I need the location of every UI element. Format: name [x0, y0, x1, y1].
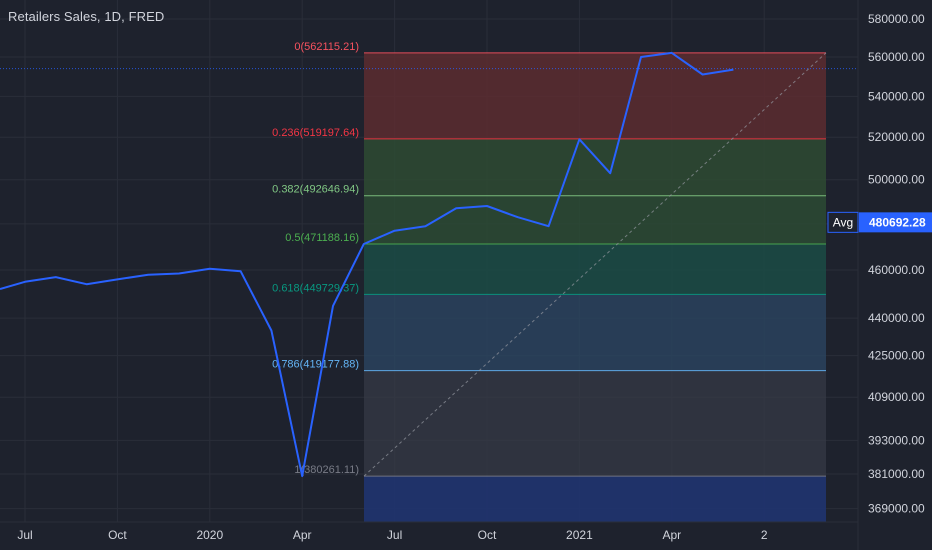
y-tick-label: 381000.00	[868, 467, 925, 481]
avg-value: 480692.28	[869, 215, 926, 229]
y-tick-label: 540000.00	[868, 89, 925, 103]
fib-zone	[364, 138, 826, 196]
y-tick-label: 560000.00	[868, 50, 925, 64]
y-axis[interactable]: 369000.00 381000.00 393000.00 409000.00 4250…	[827, 0, 932, 550]
y-tick-label: 369000.00	[868, 502, 925, 516]
x-tick-label: 2021	[566, 528, 593, 542]
x-tick-label: Apr	[293, 528, 312, 542]
fib-zone	[364, 370, 826, 477]
avg-label-box	[827, 211, 859, 233]
y-tick-label: 440000.00	[868, 311, 925, 325]
x-tick-label: Oct	[108, 528, 127, 542]
x-axis[interactable]: Jul Oct 2020 Apr Jul Oct 2021 Apr 2	[0, 521, 858, 542]
x-tick-label: 2	[761, 528, 768, 542]
fib-level-label: 0.618(449729.37)	[272, 282, 359, 294]
fib-zone	[364, 294, 826, 371]
y-tick-label: 520000.00	[868, 130, 925, 144]
fib-trend-line[interactable]	[363, 52, 827, 477]
fib-level-label: 0(562115.21)	[294, 41, 359, 53]
fib-zone	[364, 52, 826, 139]
y-tick-label: 393000.00	[868, 433, 925, 447]
y-tick-label: 500000.00	[868, 173, 925, 187]
fib-level-label: 0.5(471188.16)	[285, 232, 359, 244]
y-tick-label: 409000.00	[868, 390, 925, 404]
fib-zone-extension	[364, 476, 826, 522]
chart-title: Retailers Sales, 1D, FRED	[8, 9, 165, 24]
x-tick-label: Apr	[662, 528, 681, 542]
fib-zone	[364, 195, 826, 244]
fib-level-label: 0.786(419177.88)	[272, 359, 359, 371]
y-tick-label: 425000.00	[868, 349, 925, 363]
fib-zone	[364, 243, 826, 295]
series-line-group	[0, 51, 858, 478]
avg-label: Avg	[833, 215, 853, 229]
x-tick-label: Oct	[478, 528, 497, 542]
x-tick-label: Jul	[387, 528, 402, 542]
y-tick-label: 460000.00	[868, 263, 925, 277]
y-tick-label: 580000.00	[868, 12, 925, 26]
x-tick-label: 2020	[196, 528, 223, 542]
fib-level-label: 0.236(519197.64)	[272, 127, 359, 139]
fibonacci-retracement[interactable]: 0(562115.21) 0.236(519197.64) 0.382(492646…	[272, 41, 827, 522]
x-tick-label: Jul	[17, 528, 32, 542]
avg-value-box	[859, 212, 932, 233]
fib-level-label: 0.382(492646.94)	[272, 184, 359, 196]
series-line[interactable]	[0, 51, 734, 478]
fib-level-label: 1(380261.11)	[294, 464, 359, 476]
